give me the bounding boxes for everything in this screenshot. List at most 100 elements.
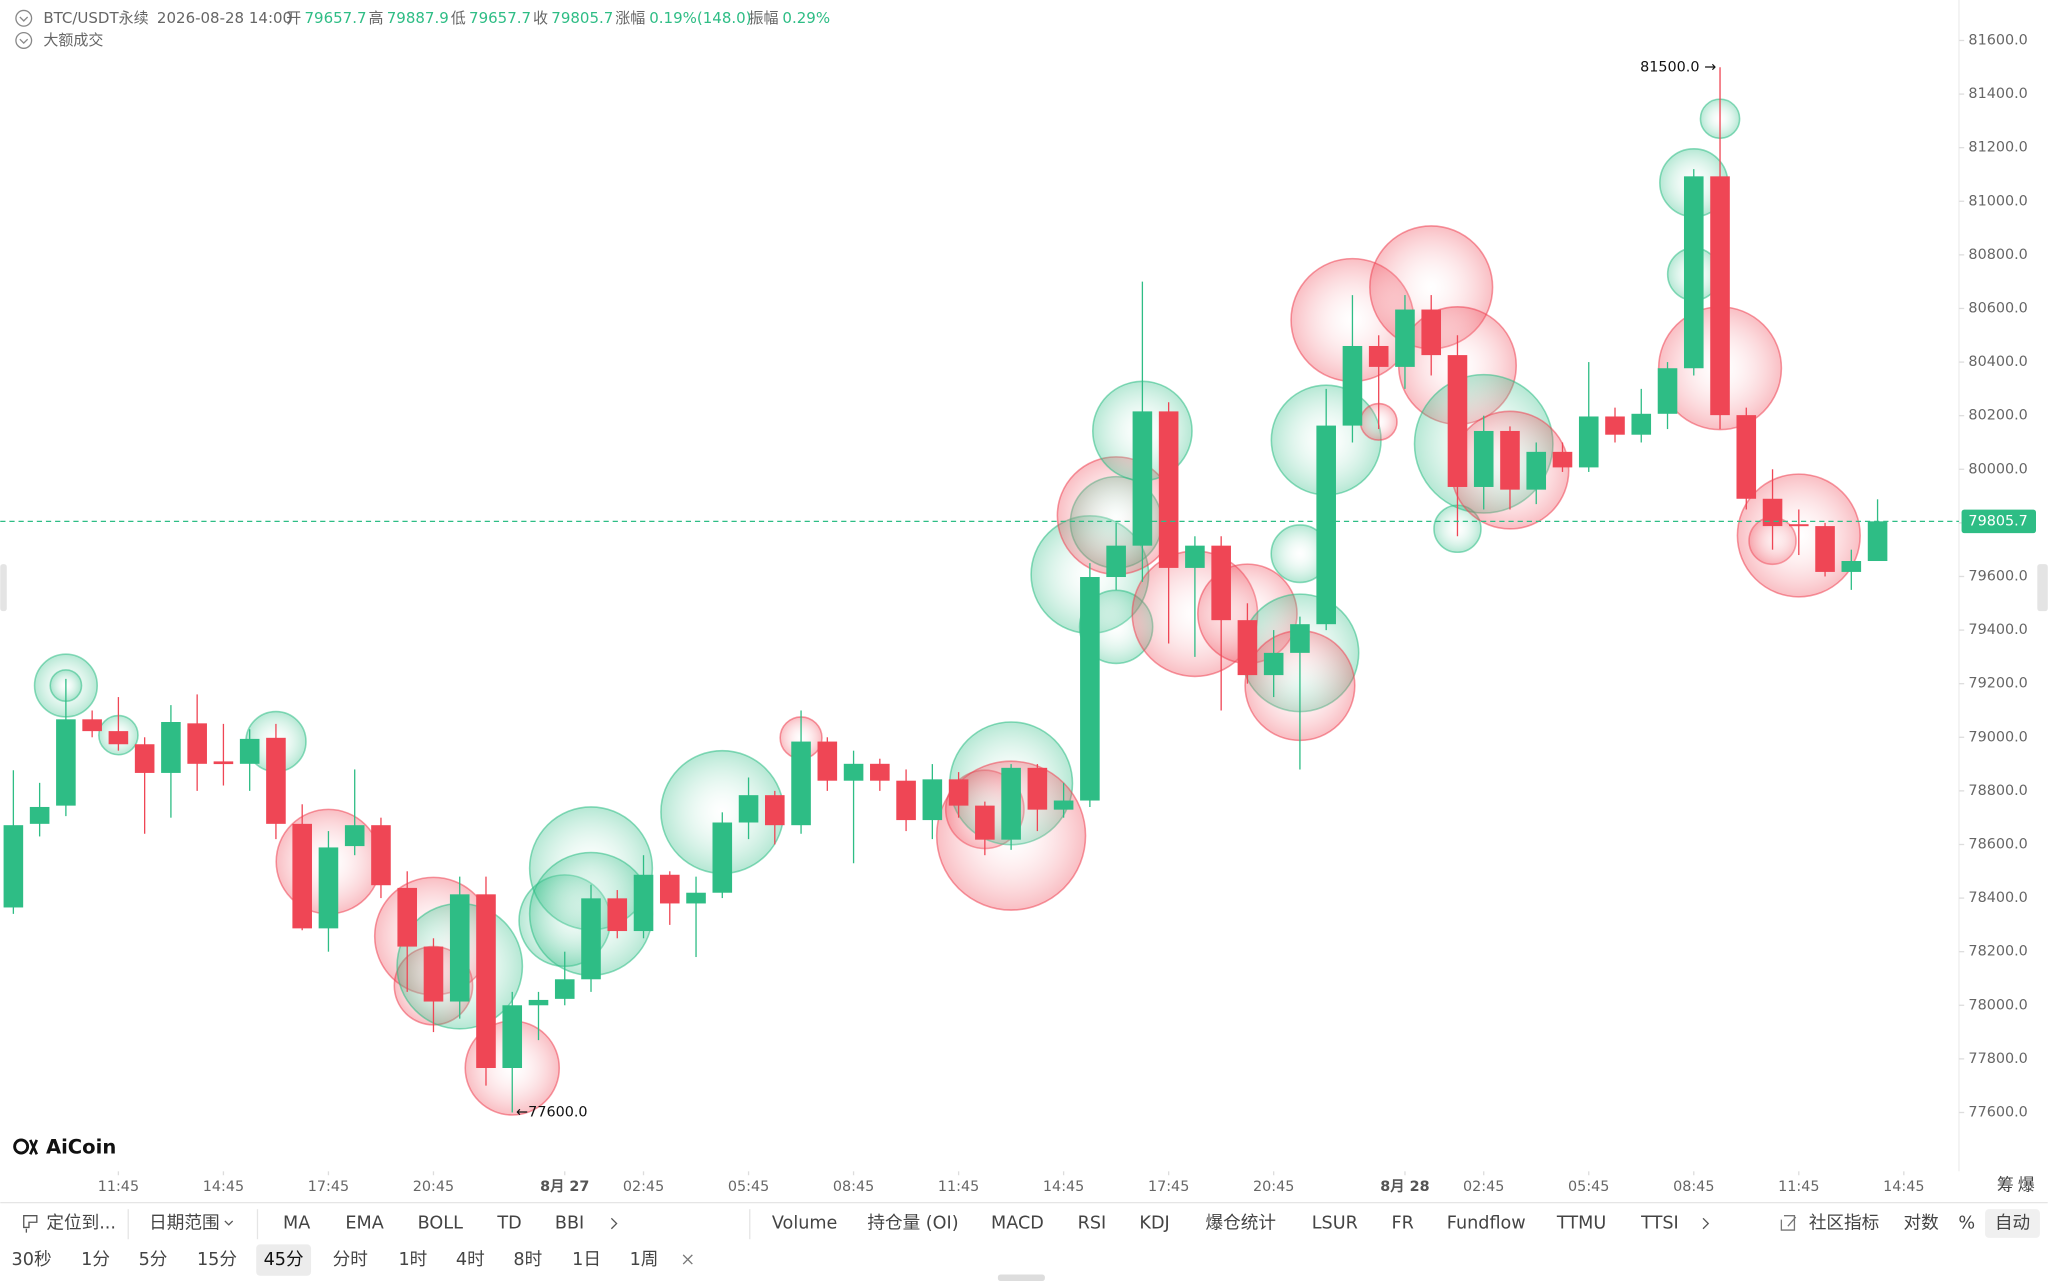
y-tick-label: 78400.0 [1968,890,2027,906]
candle-body [239,738,260,764]
candle-body [266,737,286,824]
interval-button[interactable]: 45分 [264,1250,304,1270]
y-tick-label: 80800.0 [1968,247,2027,263]
interval-button[interactable]: 1周 [630,1250,659,1270]
toolbar-button[interactable]: BBI [555,1214,584,1234]
candle-body [1710,176,1730,416]
toolbar-button[interactable]: TTSI [1640,1214,1679,1234]
candle-body [1158,411,1179,568]
candle-body [108,731,129,745]
collapse-icon[interactable] [15,9,33,27]
candle-body [1447,355,1468,487]
interval-button[interactable]: 4时 [456,1250,485,1270]
x-tick-label: 05:45 [1568,1179,1609,1195]
interval-button[interactable]: 分时 [333,1250,368,1270]
x-tick-label: 08:45 [833,1179,874,1195]
candle-body [1263,652,1284,676]
toolbar-button[interactable]: RSI [1078,1214,1107,1234]
y-tick-label: 78200.0 [1968,944,2027,960]
toolbar-button[interactable]: 日期范围 [149,1214,219,1234]
side-handle[interactable] [0,564,7,612]
candle-body [948,779,969,806]
y-tick-label: 79200.0 [1968,676,2027,692]
candle-body [712,822,733,893]
interval-button[interactable]: 1时 [398,1250,427,1270]
candle-body [318,847,339,929]
side-label[interactable]: 爆 [2018,1176,2035,1196]
toolbar-button[interactable]: TD [496,1214,521,1234]
side-handle[interactable] [2037,564,2048,612]
x-tick-label: 05:45 [728,1179,769,1195]
y-tick-label: 79600.0 [1968,568,2027,584]
toolbar-button[interactable]: FR [1391,1214,1413,1234]
candle-body [1552,451,1573,468]
header-text: BTC/USDT永续 [43,9,148,27]
x-tick-label: 14:45 [1883,1179,1924,1195]
candle-body [1631,413,1652,435]
toolbar-button[interactable]: LSUR [1312,1214,1358,1234]
candle-body [633,874,654,932]
toolbar-button[interactable]: TTMU [1556,1214,1606,1234]
interval-button[interactable]: 30秒 [12,1250,52,1270]
candle-body [1421,309,1442,356]
edit-icon [1780,1215,1797,1231]
toolbar-button[interactable]: 对数 [1903,1214,1939,1234]
side-label[interactable]: 筹 [1997,1176,2014,1196]
x-tick-label: 14:45 [203,1179,244,1195]
toolbar-button[interactable]: 社区指标 [1809,1214,1879,1234]
toolbar-button[interactable]: 爆仓统计 [1206,1214,1276,1234]
last-price-label: 79805.7 [1968,513,2027,529]
field-value: 79657.7 [304,9,366,27]
toolbar-button[interactable]: MACD [991,1214,1044,1234]
interval-button[interactable]: 15分 [197,1250,237,1270]
layer-label[interactable]: 大额成交 [43,31,103,49]
y-tick-label: 81000.0 [1968,193,2027,209]
field-label: 振幅 [748,9,778,27]
candle-body [554,979,575,999]
candle-body [659,874,680,904]
x-tick-label: 02:45 [623,1179,664,1195]
more-arrow[interactable] [1702,1217,1710,1230]
toolbar-button[interactable]: 自动 [1995,1214,2030,1234]
toolbar-button[interactable]: KDJ [1139,1214,1169,1234]
interval-button[interactable]: 5分 [139,1250,168,1270]
logo-mark [29,1139,38,1155]
chevron [19,38,29,45]
interval-button[interactable]: 1日 [572,1250,601,1270]
candle-body [791,741,811,826]
toolbar-button[interactable]: 定位到... [46,1214,116,1234]
y-tick-label: 77600.0 [1968,1104,2027,1120]
toolbar-button[interactable]: BOLL [418,1214,463,1234]
field-value: 0.19%(148.0) [649,9,751,27]
toolbar-button[interactable]: % [1958,1214,1975,1234]
bottom-handle[interactable] [997,1274,1045,1281]
candle-body [344,825,365,847]
more-arrow[interactable] [610,1217,618,1230]
toolbar-button[interactable]: EMA [345,1214,383,1234]
logo: AiCoin [13,1135,116,1158]
candle-body [528,999,549,1006]
candle-body [213,761,234,765]
candle-body [1657,368,1678,414]
x-tick-label: 8月 27 [540,1178,589,1195]
candle-body [134,744,155,773]
close-icon[interactable] [682,1254,693,1265]
candle-body [1789,524,1809,527]
collapse-icon[interactable] [15,31,33,49]
field-label: 收 [533,9,548,27]
x-tick-label: 11:45 [1778,1179,1819,1195]
x-tick-label: 8月 28 [1380,1178,1429,1195]
candle-body [1500,430,1520,490]
candle-body [1342,345,1363,426]
toolbar-button[interactable]: Volume [772,1214,838,1234]
toolbar-button[interactable]: Fundflow [1447,1214,1526,1234]
toolbar-button[interactable]: 持仓量 (OI) [867,1214,958,1234]
interval-button[interactable]: 8时 [513,1250,542,1270]
toolbar-button[interactable]: MA [283,1214,310,1234]
interval-button[interactable]: 1分 [81,1250,110,1270]
candle-body [1368,345,1389,367]
candle-body [581,898,601,980]
candle-body [423,946,444,1002]
field-label: 涨幅 [615,9,645,27]
